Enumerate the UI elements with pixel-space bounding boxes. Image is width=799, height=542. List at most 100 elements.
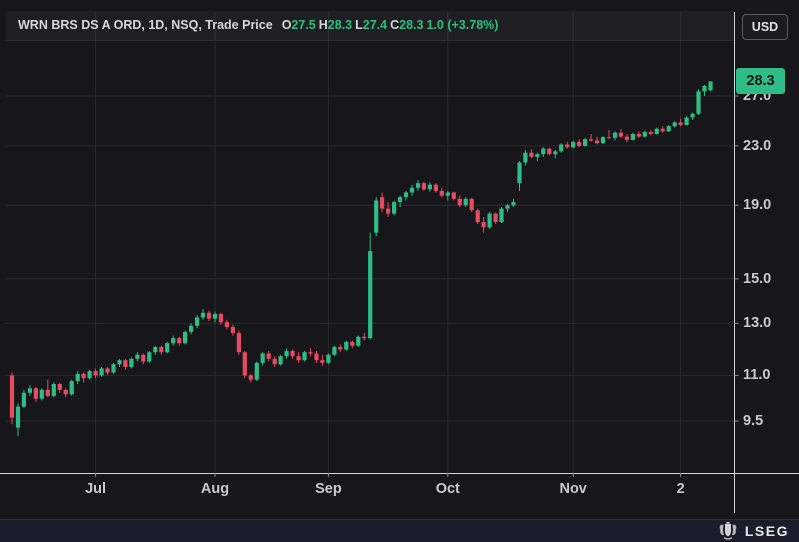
candle-up[interactable]	[200, 309, 206, 320]
candle-down[interactable]	[660, 126, 665, 133]
candle-up[interactable]	[183, 330, 188, 345]
candle-down[interactable]	[206, 310, 212, 322]
candle-up[interactable]	[147, 350, 152, 363]
candle-up[interactable]	[117, 358, 122, 367]
candle-down[interactable]	[606, 130, 612, 140]
candle-down[interactable]	[314, 350, 319, 363]
candle-down[interactable]	[380, 192, 385, 212]
candle-up[interactable]	[630, 132, 635, 141]
candle-down[interactable]	[577, 139, 582, 148]
candle-up[interactable]	[427, 182, 432, 192]
candle-up[interactable]	[260, 352, 265, 366]
candle-up[interactable]	[415, 180, 421, 191]
candle-up[interactable]	[559, 143, 564, 153]
candle-down[interactable]	[272, 356, 277, 367]
currency-badge[interactable]: USD	[742, 14, 788, 40]
candle-down[interactable]	[242, 350, 247, 379]
candle-up[interactable]	[195, 315, 200, 329]
candle-up[interactable]	[99, 367, 104, 377]
candle-down[interactable]	[493, 212, 498, 224]
candle-down[interactable]	[320, 354, 325, 366]
candle-up[interactable]	[212, 311, 218, 323]
candle-up[interactable]	[463, 197, 468, 207]
candle-down[interactable]	[266, 350, 271, 362]
candle-up[interactable]	[499, 207, 504, 223]
candle-up[interactable]	[189, 323, 194, 335]
candle-down[interactable]	[678, 118, 683, 127]
candle-up[interactable]	[87, 369, 92, 380]
candle-up[interactable]	[517, 161, 522, 191]
candle-down[interactable]	[481, 217, 486, 233]
candle-down[interactable]	[338, 344, 343, 353]
candle-down[interactable]	[636, 131, 641, 138]
candle-up[interactable]	[397, 195, 403, 207]
candle-up[interactable]	[403, 190, 409, 201]
candle-down[interactable]	[595, 136, 600, 145]
candle-up[interactable]	[111, 362, 116, 374]
candle-down[interactable]	[433, 183, 438, 193]
candle-up[interactable]	[612, 131, 618, 141]
candle-up[interactable]	[409, 184, 415, 196]
candle-up[interactable]	[666, 125, 671, 132]
candle-down[interactable]	[386, 202, 391, 217]
candle-down[interactable]	[648, 130, 653, 136]
candle-down[interactable]	[421, 181, 426, 191]
candle-up[interactable]	[690, 112, 695, 120]
candle-down[interactable]	[475, 208, 480, 224]
candle-up[interactable]	[356, 335, 361, 347]
candle-up[interactable]	[571, 140, 576, 149]
candle-up[interactable]	[129, 357, 134, 369]
candle-down[interactable]	[547, 147, 552, 156]
candle-up[interactable]	[75, 371, 80, 384]
candle-up[interactable]	[672, 121, 677, 128]
candle-up[interactable]	[541, 147, 546, 157]
candle-up[interactable]	[254, 361, 259, 382]
candle-down[interactable]	[362, 333, 367, 341]
candle-up[interactable]	[153, 345, 158, 355]
candle-up[interactable]	[654, 127, 659, 135]
candle-down[interactable]	[290, 349, 295, 359]
candle-down[interactable]	[63, 388, 68, 398]
candle-down[interactable]	[565, 141, 570, 149]
candle-down[interactable]	[123, 358, 128, 370]
candle-up[interactable]	[487, 211, 492, 230]
candle-down[interactable]	[224, 319, 229, 330]
candle-up[interactable]	[368, 232, 373, 340]
candle-up[interactable]	[326, 353, 331, 365]
candle-up[interactable]	[583, 137, 588, 147]
candle-up[interactable]	[15, 403, 21, 437]
candle-down[interactable]	[57, 382, 62, 393]
candle-up[interactable]	[27, 385, 32, 396]
candle-down[interactable]	[296, 352, 301, 363]
candle-down[interactable]	[45, 379, 50, 398]
candle-down[interactable]	[218, 312, 223, 325]
candle-up[interactable]	[445, 190, 450, 201]
candle-up[interactable]	[523, 150, 528, 166]
candle-up[interactable]	[374, 197, 379, 237]
candle-down[interactable]	[350, 340, 355, 349]
candle-up[interactable]	[21, 389, 26, 409]
candle-down[interactable]	[105, 367, 110, 376]
candle-down[interactable]	[529, 149, 534, 159]
candle-down[interactable]	[439, 187, 444, 198]
candle-down[interactable]	[230, 324, 235, 336]
candle-down[interactable]	[248, 373, 253, 383]
candle-up[interactable]	[171, 335, 176, 346]
candle-up[interactable]	[684, 116, 689, 126]
candle-down[interactable]	[93, 368, 98, 379]
candle-down[interactable]	[589, 134, 594, 142]
candle-up[interactable]	[302, 350, 307, 362]
candle-down[interactable]	[618, 129, 623, 138]
candle-down[interactable]	[624, 134, 629, 142]
candle-down[interactable]	[141, 353, 146, 365]
candle-up[interactable]	[332, 345, 337, 357]
candle-up[interactable]	[51, 382, 56, 398]
candle-down[interactable]	[81, 372, 86, 383]
candle-down[interactable]	[457, 195, 462, 207]
candle-up[interactable]	[505, 203, 510, 212]
candle-down[interactable]	[177, 336, 182, 346]
candle-down[interactable]	[9, 372, 15, 425]
candle-up[interactable]	[69, 379, 74, 396]
candle-up[interactable]	[278, 354, 283, 366]
